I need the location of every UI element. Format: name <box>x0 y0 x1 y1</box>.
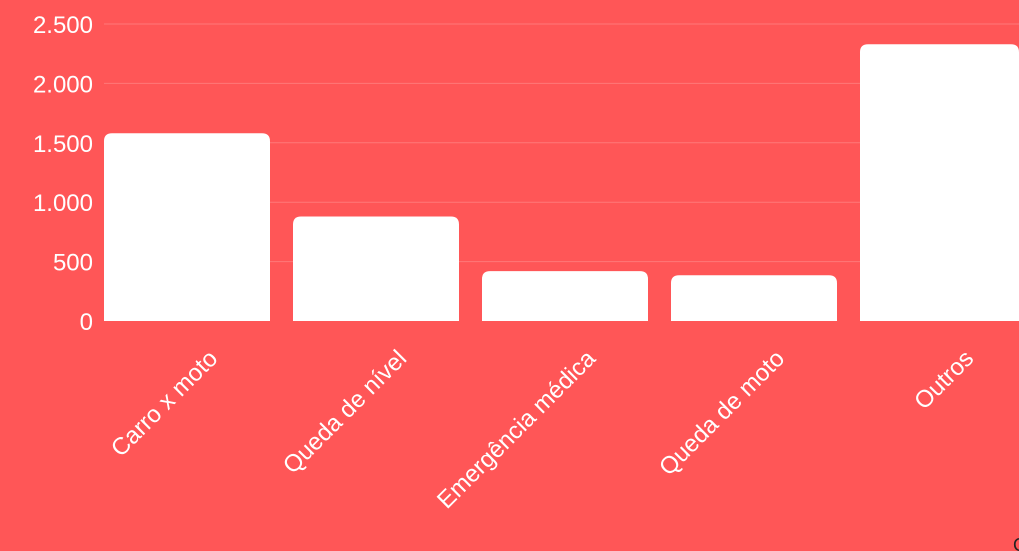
bar-5 <box>860 44 1019 321</box>
y-tick-label: 2.000 <box>33 71 93 98</box>
bar-2 <box>293 216 459 321</box>
bar-1 <box>104 133 270 321</box>
y-tick-label: 500 <box>53 250 93 277</box>
y-tick-label: 1.000 <box>33 190 93 217</box>
bar-3 <box>482 271 648 321</box>
y-tick-label: 1.500 <box>33 131 93 158</box>
bar-4 <box>671 275 837 321</box>
y-tick-label: 0 <box>80 309 93 336</box>
y-tick-label: 2.500 <box>33 12 93 39</box>
credit-text: G <box>1013 535 1019 551</box>
